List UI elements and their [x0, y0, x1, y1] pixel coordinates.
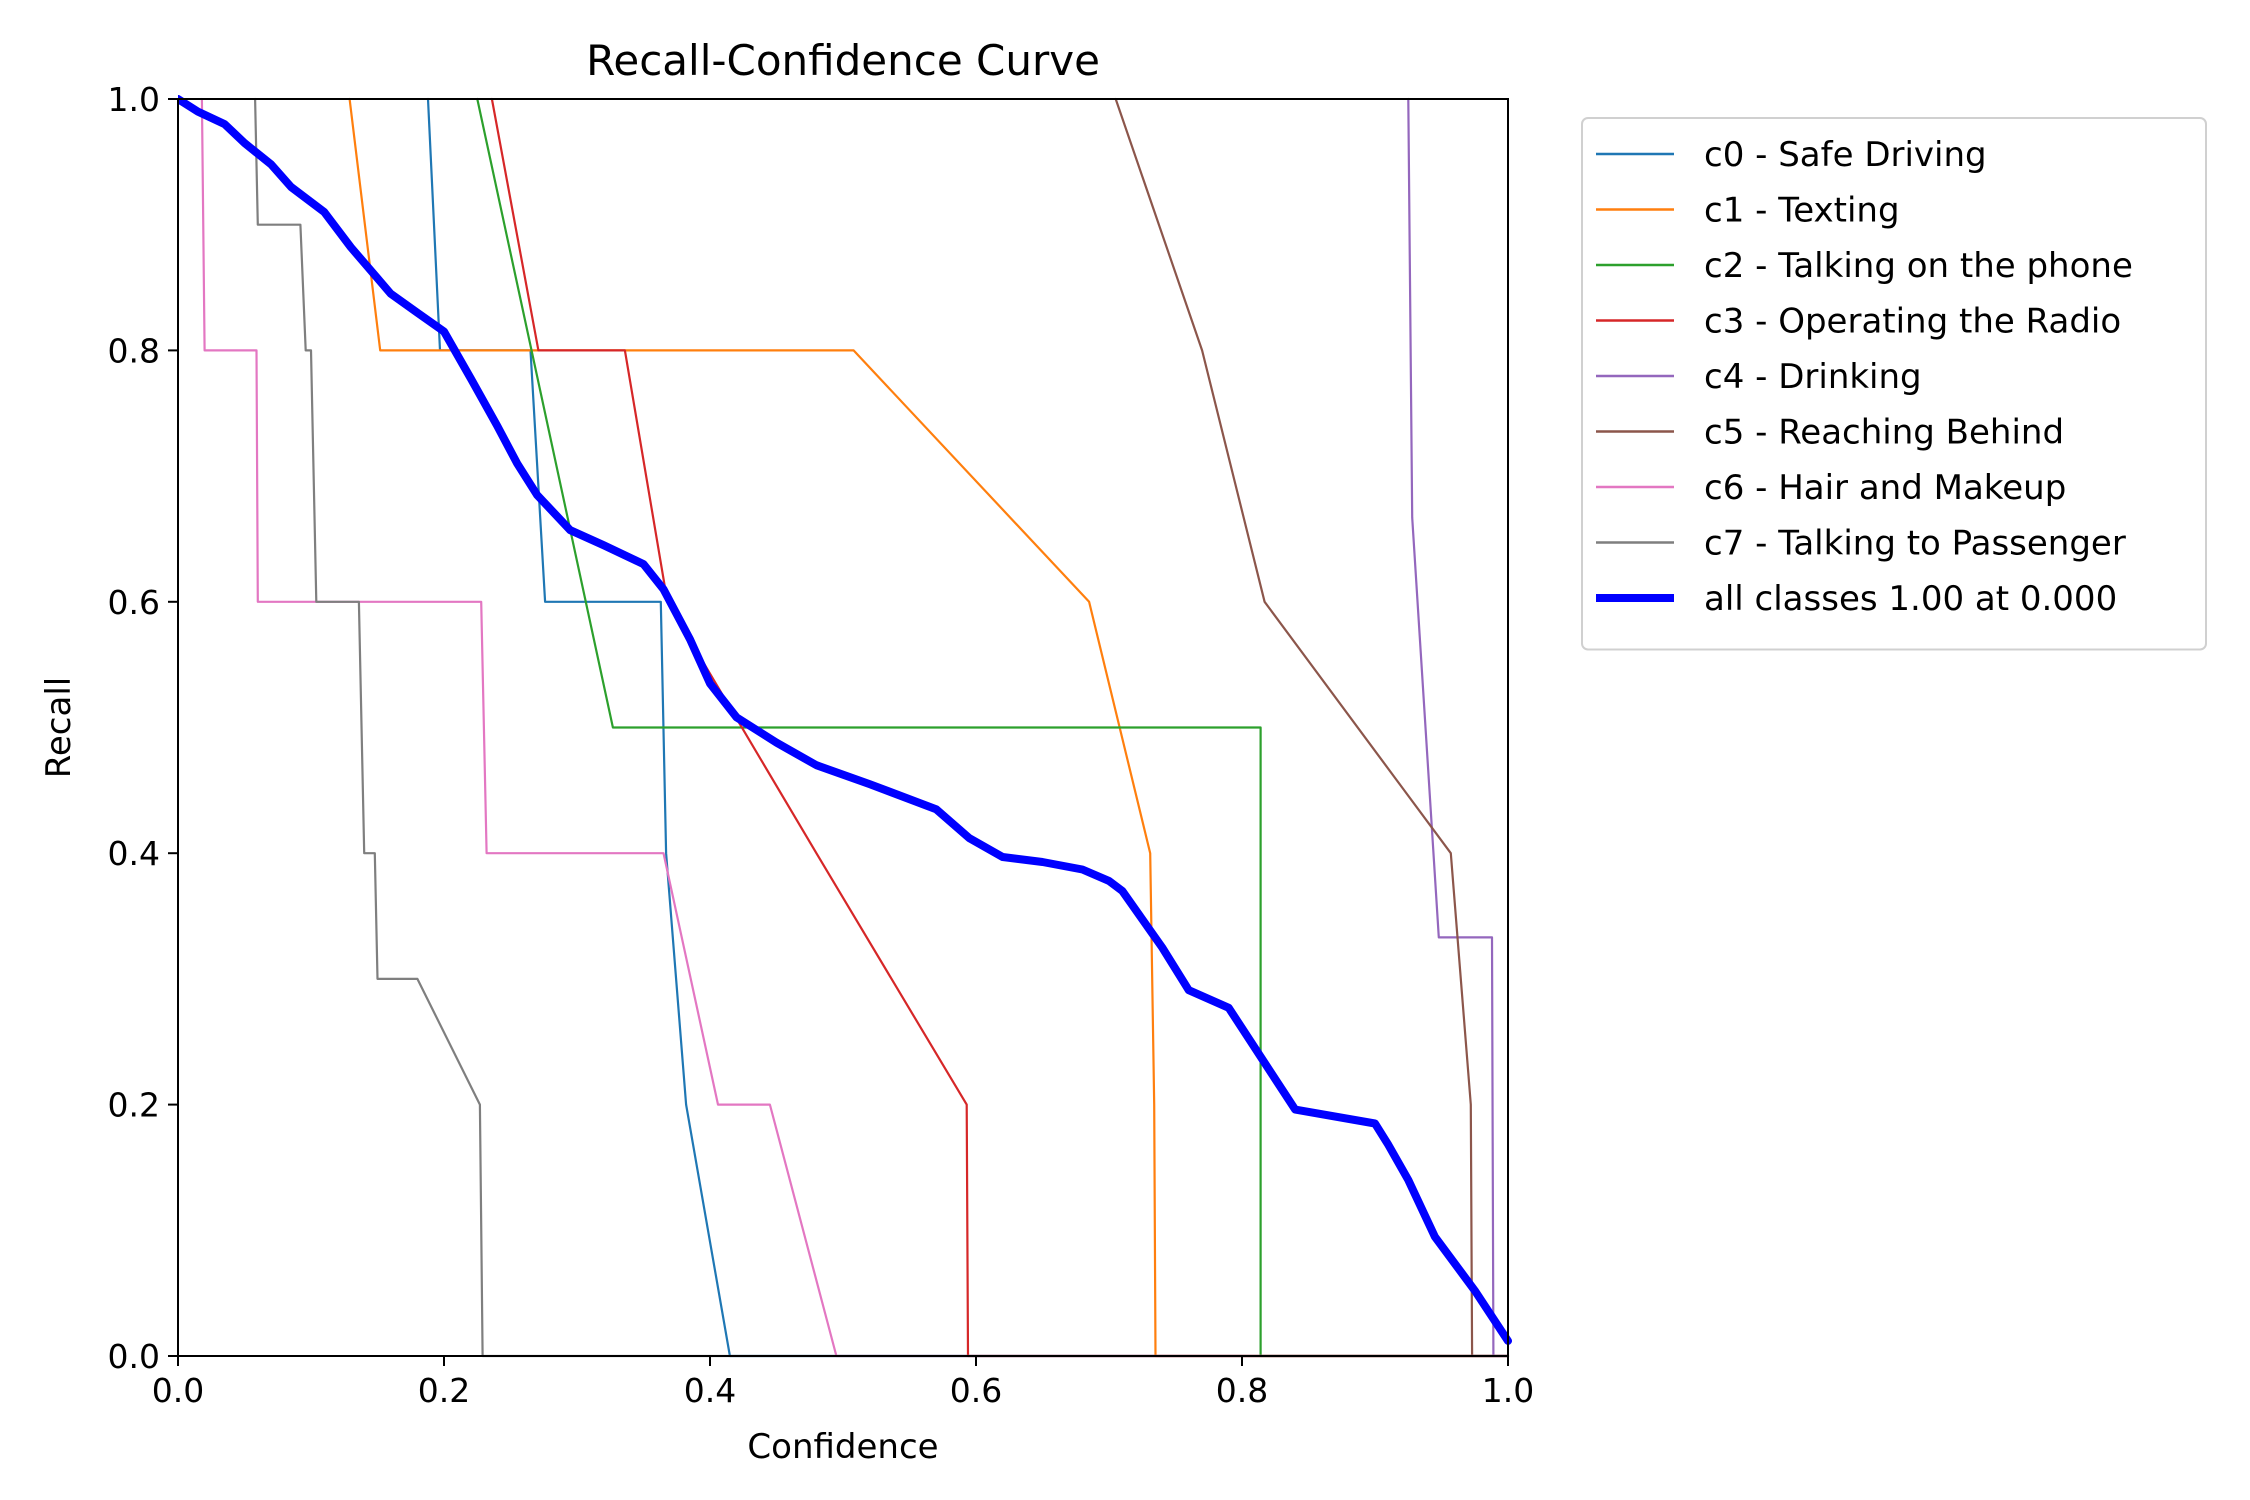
- legend-label-2: c2 - Talking on the phone: [1704, 246, 2133, 286]
- legend-label-1: c1 - Texting: [1704, 191, 1900, 231]
- x-tick-label: 0.4: [684, 1371, 736, 1410]
- plot-area: [178, 95, 1512, 1358]
- y-axis: 0.0 0.2 0.4 0.6 0.8 1.0: [108, 80, 178, 1376]
- y-tick-label: 0.0: [108, 1337, 160, 1376]
- x-tick-label: 0.2: [418, 1371, 470, 1410]
- x-axis-label: Confidence: [747, 1427, 938, 1467]
- series-line-3: [490, 97, 1510, 1358]
- y-axis-label: Recall: [39, 677, 79, 778]
- y-tick-label: 0.4: [108, 834, 160, 873]
- y-tick-label: 0.8: [108, 331, 160, 370]
- y-tick-label: 1.0: [108, 80, 160, 119]
- x-tick-label: 1.0: [1482, 1371, 1534, 1410]
- legend-label-4: c4 - Drinking: [1704, 357, 1922, 397]
- legend-label-5: c5 - Reaching Behind: [1704, 413, 2064, 453]
- legend-label-7: c7 - Talking to Passenger: [1704, 524, 2126, 564]
- series-line-7: [254, 97, 1510, 1358]
- chart-title: Recall-Confidence Curve: [586, 36, 1100, 85]
- legend-label-8: all classes 1.00 at 0.000: [1704, 579, 2117, 619]
- legend-box: [1581, 117, 2207, 651]
- y-tick-label: 0.2: [108, 1086, 160, 1125]
- legend: c0 - Safe Driving c1 - Texting c2 - Talkin…: [1581, 117, 2207, 651]
- plot-frame: [177, 98, 1509, 1357]
- legend-label-6: c6 - Hair and Makeup: [1704, 468, 2066, 508]
- x-tick-label: 0.8: [1216, 1371, 1268, 1410]
- series-line-8: [178, 95, 1512, 1345]
- series-line-6: [200, 97, 1510, 1358]
- y-tick-label: 0.6: [108, 583, 160, 622]
- x-tick-label: 0.0: [152, 1371, 204, 1410]
- x-tick-label: 0.6: [950, 1371, 1002, 1410]
- legend-label-3: c3 - Operating the Radio: [1704, 302, 2121, 342]
- x-axis: 0.0 0.2 0.4 0.6 0.8 1.0: [152, 1356, 1534, 1410]
- legend-label-0: c0 - Safe Driving: [1704, 135, 1987, 175]
